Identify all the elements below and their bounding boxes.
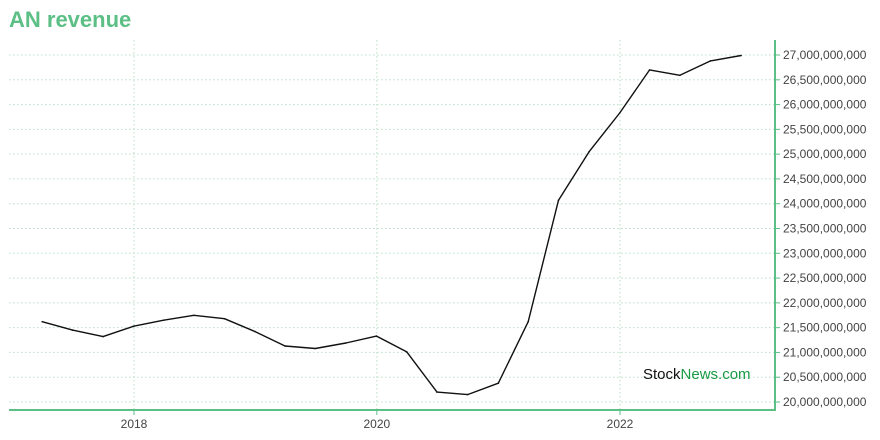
y-tick-label: 24,000,000,000 — [783, 197, 867, 211]
y-tick-label: 22,500,000,000 — [783, 271, 867, 285]
data-point — [557, 199, 560, 201]
y-tick-label: 20,000,000,000 — [783, 395, 867, 409]
y-tick-label: 21,500,000,000 — [783, 321, 867, 335]
y-tick-label: 23,000,000,000 — [783, 246, 867, 260]
data-point — [132, 325, 135, 328]
x-tick-label: 2020 — [363, 417, 390, 431]
y-tick-label: 22,000,000,000 — [783, 296, 867, 310]
data-point — [648, 69, 651, 71]
y-tick-label: 26,500,000,000 — [783, 73, 867, 87]
series-group — [41, 54, 742, 396]
axes — [9, 40, 776, 411]
y-tick-label: 20,500,000,000 — [783, 370, 867, 384]
data-point — [527, 320, 529, 323]
x-axis-ticks: 2018 2020 2022 — [121, 410, 634, 431]
data-point — [102, 335, 104, 338]
data-point — [193, 314, 195, 317]
data-point — [436, 391, 438, 393]
y-tick-label: 24,500,000,000 — [783, 172, 867, 186]
data-point — [162, 319, 165, 322]
data-point — [740, 54, 742, 57]
data-point — [284, 345, 286, 347]
revenue-line — [42, 54, 742, 396]
data-point — [588, 150, 590, 153]
y-tick-label: 25,000,000,000 — [783, 147, 867, 161]
watermark-part-stock: Stock — [643, 366, 681, 383]
data-point — [709, 60, 712, 62]
data-point — [618, 112, 621, 114]
data-point — [679, 74, 681, 77]
y-tick-label: 27,000,000,000 — [783, 48, 867, 62]
y-tick-label: 23,500,000,000 — [783, 222, 867, 236]
data-point — [466, 393, 469, 396]
data-point — [345, 342, 347, 344]
data-point — [314, 347, 317, 350]
data-point — [406, 351, 408, 353]
grid-lines — [9, 40, 775, 410]
chart-title: AN revenue — [9, 7, 132, 32]
y-axis-ticks: 20,000,000,000 20,500,000,000 21,000,000,0… — [775, 48, 867, 409]
y-tick-label: 21,000,000,000 — [783, 345, 867, 359]
data-point — [71, 329, 74, 331]
x-tick-label: 2018 — [121, 417, 148, 431]
watermark-part-news: News.com — [680, 366, 751, 383]
data-point — [254, 330, 256, 333]
y-tick-label: 26,000,000,000 — [783, 98, 867, 112]
data-point — [497, 382, 500, 385]
x-tick-label: 2022 — [607, 417, 634, 431]
watermark: StockNews.com — [643, 366, 751, 383]
data-point — [375, 335, 378, 337]
data-point — [41, 320, 43, 323]
y-tick-label: 25,500,000,000 — [783, 122, 867, 136]
data-point — [223, 317, 226, 320]
